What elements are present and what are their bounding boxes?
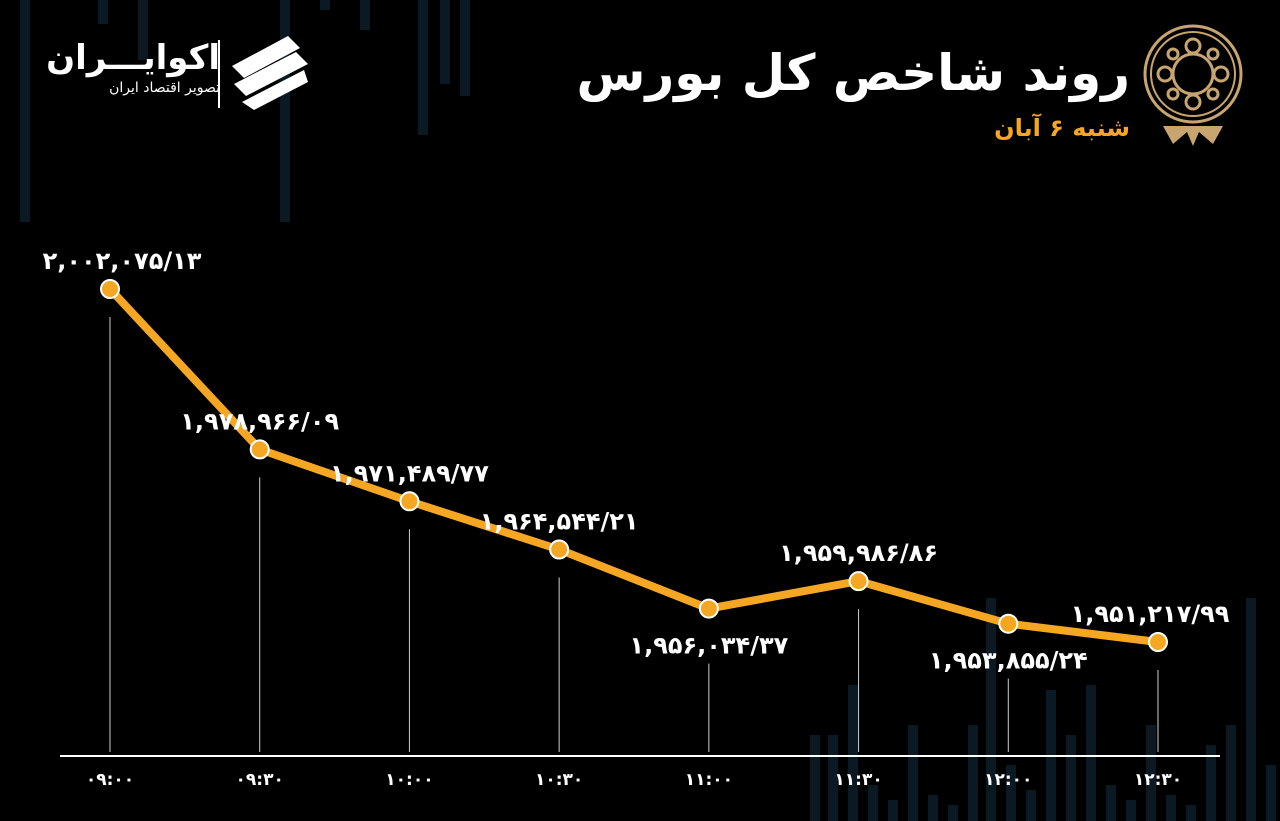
x-tick-label: ۱۲:۳۰ xyxy=(1134,770,1182,790)
data-label: ۱,۹۵۱,۲۱۷/۹۹ xyxy=(1071,600,1230,628)
data-label: ۲,۰۰۲,۰۷۵/۱۳ xyxy=(43,247,202,275)
brand-tagline: تصویر اقتصاد ایران xyxy=(109,80,220,96)
x-tick-label: ۱۲:۰۰ xyxy=(984,770,1032,790)
drop-lines xyxy=(109,317,1159,752)
data-point xyxy=(1148,632,1168,652)
data-point xyxy=(998,613,1019,634)
data-point xyxy=(100,279,120,299)
data-points xyxy=(100,279,1168,652)
data-point xyxy=(549,539,570,560)
page-title: روند شاخص کل بورس xyxy=(576,44,1130,102)
brand-name: اکوایـــران xyxy=(46,38,220,78)
tse-emblem-icon xyxy=(1143,24,1243,146)
data-label: ۱,۹۵۹,۹۸۶/۸۶ xyxy=(779,539,938,567)
x-tick-label: ۱۰:۳۰ xyxy=(535,770,583,790)
data-label: ۱,۹۷۱,۴۸۹/۷۷ xyxy=(330,459,489,487)
x-tick-label: ۱۱:۰۰ xyxy=(685,770,733,790)
data-label: ۱,۹۶۴,۵۴۴/۲۱ xyxy=(480,508,639,536)
date-subtitle: شنبه ۶ آبان xyxy=(994,114,1130,142)
x-tick-label: ۰۹:۰۰ xyxy=(86,770,134,790)
data-label: ۱,۹۵۳,۸۵۵/۲۴ xyxy=(929,647,1088,675)
x-tick-label: ۱۰:۰۰ xyxy=(385,770,433,790)
data-label: ۱,۹۵۶,۰۳۴/۳۷ xyxy=(629,632,788,660)
ecoiran-logo-icon xyxy=(232,36,308,110)
data-point xyxy=(249,439,270,460)
data-point xyxy=(698,598,719,619)
data-point xyxy=(399,491,420,512)
x-tick-label: ۰۹:۳۰ xyxy=(236,770,284,790)
series-line xyxy=(106,285,1162,646)
x-tick-label: ۱۱:۳۰ xyxy=(834,770,882,790)
brand-block: اکوایـــران تصویر اقتصاد ایران xyxy=(46,38,220,98)
value-labels: ۲,۰۰۲,۰۷۵/۱۳ ۱,۹۷۸,۹۶۶/۰۹ ۱,۹۷۱,۴۸۹/۷۷ ۱,۹۶… xyxy=(43,247,1230,675)
brand-divider xyxy=(218,40,220,108)
x-tick-labels: ۰۹:۰۰ ۰۹:۳۰ ۱۰:۰۰ ۱۰:۳۰ ۱۱:۰۰ ۱۱:۳۰ ۱۲:۰۰ ۱۲:۳۰ xyxy=(86,770,1182,790)
data-point xyxy=(848,571,869,592)
data-label: ۱,۹۷۸,۹۶۶/۰۹ xyxy=(180,407,339,435)
background-bars-decoration xyxy=(20,0,1276,821)
